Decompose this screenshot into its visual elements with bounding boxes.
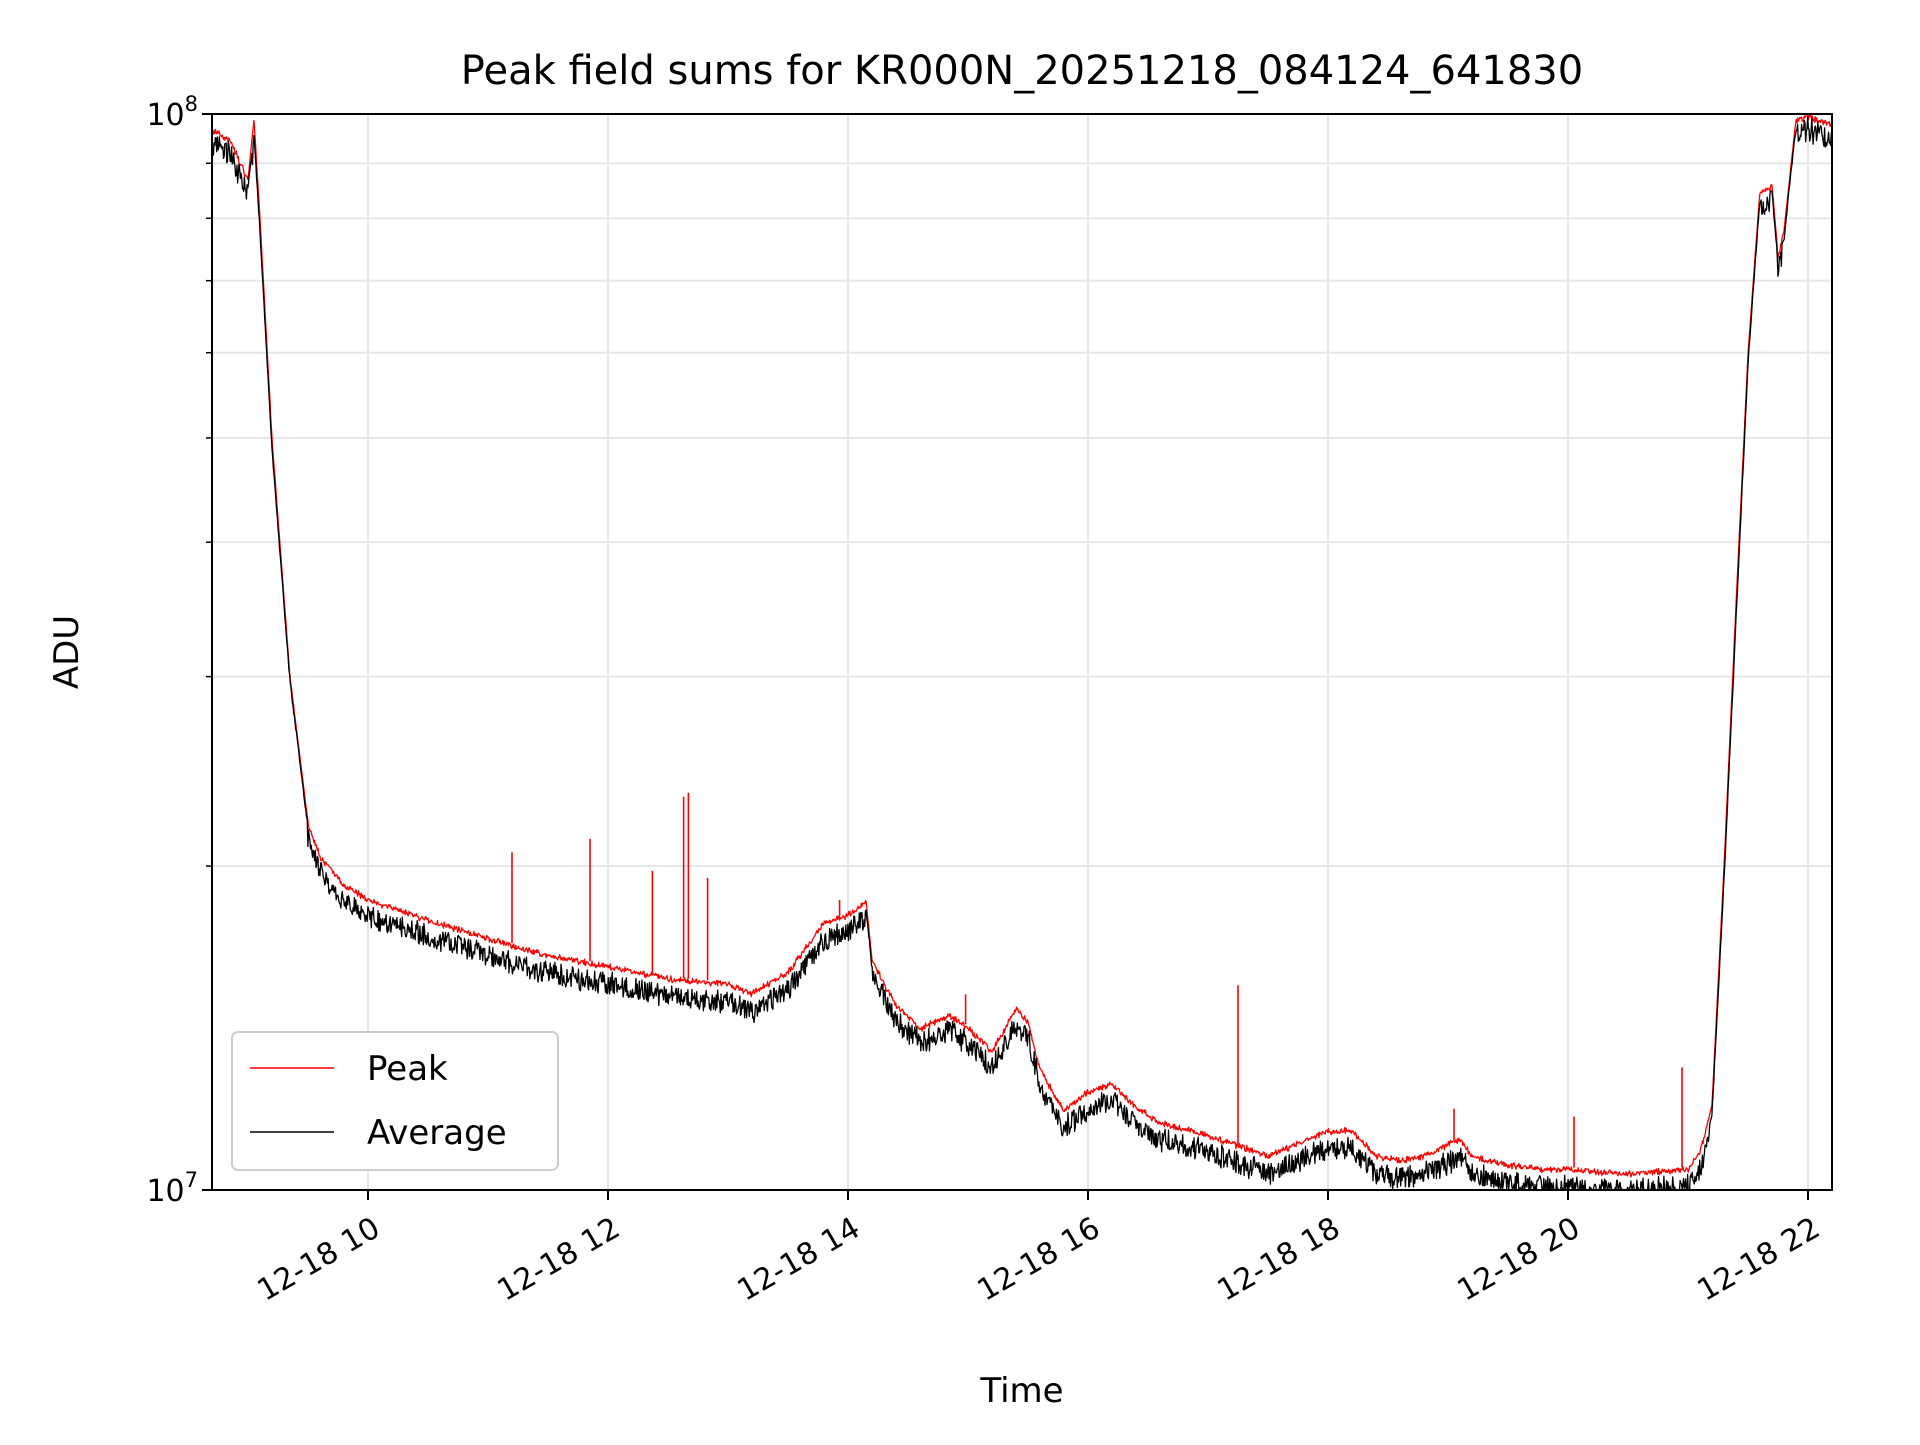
legend-box [231,1031,559,1171]
plot-area-frame [211,113,1833,1191]
y-tick-label: 107 [146,1168,198,1209]
series-line-peak [211,113,1833,1178]
legend-label-peak: Peak [367,1049,448,1089]
series-line-average [211,116,1833,1191]
grid-layer [212,113,1832,1191]
y-axis-label: ADU [47,615,87,689]
legend-label-average: Average [367,1113,507,1153]
x-axis-label: Time [979,1371,1063,1411]
legend: Peak Average [231,1031,559,1171]
y-tick-label: 108 [146,92,198,133]
chart-title: Peak field sums for KR000N_20251218_0841… [461,48,1583,94]
series-layer [211,113,1833,1191]
